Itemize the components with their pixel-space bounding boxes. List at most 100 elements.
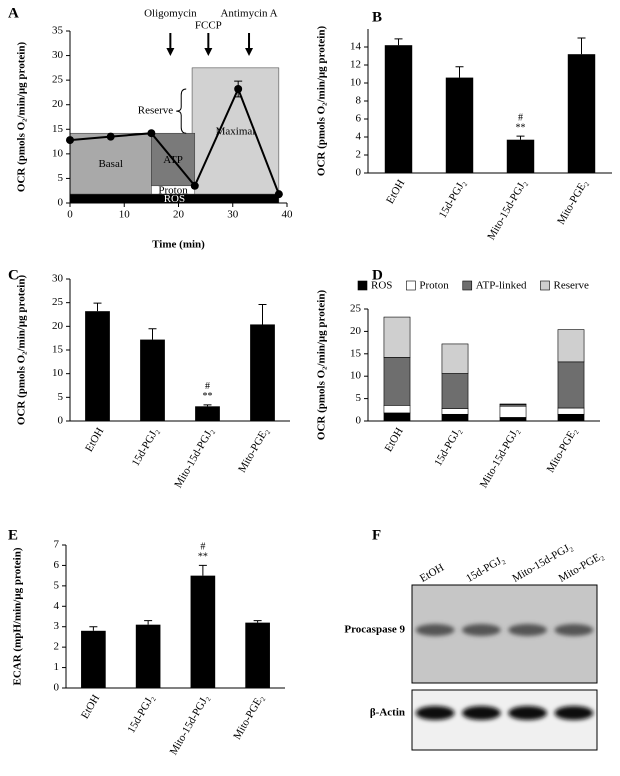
row-label: β-Actin (370, 707, 405, 719)
bar (85, 311, 110, 421)
significance-mark: ** (516, 122, 526, 133)
blot-band (461, 624, 501, 636)
y-tick-label: 10 (350, 77, 362, 89)
x-tick-label: Mito-PGE₂ (545, 426, 580, 475)
bar (567, 54, 596, 174)
arrow-head (204, 48, 213, 56)
region-label: Basal (98, 158, 122, 170)
bar-segment (441, 373, 469, 409)
y-axis-label: OCR (pmols O₂/min/μg protein) (316, 290, 328, 441)
blot-band (508, 706, 548, 720)
y-tick-label: 0 (58, 415, 64, 427)
arrow-head (245, 48, 254, 56)
y-tick-label: 25 (52, 296, 64, 308)
y-tick-label: 6 (54, 559, 60, 571)
y-tick-label: 25 (350, 303, 362, 315)
y-tick-label: 7 (54, 539, 60, 551)
injection-label: Oligomycin (144, 8, 197, 20)
error-bar (258, 304, 267, 325)
y-tick-label: 1 (54, 661, 60, 673)
x-tick-label: 0 (67, 209, 73, 221)
row-label: Procaspase 9 (344, 624, 405, 636)
significance-mark: ** (198, 552, 208, 563)
region-label: Maximal (216, 126, 256, 138)
bar-segment (557, 361, 585, 409)
panel-label: E (8, 527, 18, 543)
lane-label: 15d-PGJ₂ (464, 553, 507, 585)
x-tick-label: Mito-15d-PGJ₂ (172, 426, 216, 491)
blot-band (554, 624, 594, 636)
y-tick-label: 4 (356, 131, 362, 143)
panel-label: C (8, 267, 19, 283)
y-tick-label: 30 (52, 273, 64, 285)
bar (81, 630, 106, 688)
legend-label: Reserve (553, 280, 589, 292)
data-line (69, 86, 280, 195)
bar-segment (383, 412, 411, 422)
x-tick-label: EtOH (383, 426, 406, 454)
bar (384, 45, 413, 174)
blot-panel (411, 689, 598, 751)
y-tick-label: 2 (356, 149, 362, 161)
y-tick-label: 15 (52, 344, 64, 356)
x-tick-label: 15d-PGJ₂ (125, 693, 157, 736)
x-tick-label: 20 (173, 209, 185, 221)
panel-label: A (8, 5, 19, 21)
legend-swatch (406, 280, 416, 291)
y-tick-label: 5 (58, 172, 64, 184)
error-bar (93, 302, 102, 312)
y-tick-label: 0 (356, 415, 362, 427)
region-label: Proton (158, 185, 188, 197)
y-tick-label: 2 (54, 641, 60, 653)
legend-swatch (462, 280, 473, 291)
bar-segment (557, 329, 585, 363)
injection-label: Antimycin A (220, 8, 277, 20)
x-tick-label: EtOH (83, 426, 106, 454)
blot-band (415, 624, 455, 636)
y-tick-label: 6 (356, 113, 362, 125)
x-tick-label: EtOH (384, 178, 407, 206)
error-bar (203, 404, 212, 407)
y-axis-label: OCR (pmols O₂/min/μg protein) (16, 275, 28, 426)
data-point (234, 84, 243, 93)
y-tick-label: 15 (52, 123, 64, 135)
blot-band (461, 706, 501, 720)
blot-band (508, 624, 548, 636)
reserve-label: Reserve (138, 105, 174, 117)
x-tick-label: Mito-15d-PGJ₂ (478, 426, 522, 491)
lane-label: EtOH (418, 562, 446, 585)
injection-label: FCCP (195, 20, 222, 32)
legend-swatch (357, 280, 368, 291)
panel-label: F (372, 527, 381, 543)
region-label: ROS (164, 193, 185, 205)
bar (140, 339, 165, 421)
y-tick-label: 20 (52, 98, 64, 110)
error-bar (144, 620, 153, 625)
x-tick-label: EtOH (79, 693, 102, 721)
y-tick-label: 20 (52, 320, 64, 332)
x-tick-label: Mito-PGE₂ (236, 426, 271, 475)
arrow-head (166, 48, 175, 56)
data-point (106, 132, 115, 141)
bar (135, 624, 161, 688)
x-tick-label: 10 (119, 209, 131, 221)
y-tick-label: 12 (350, 59, 361, 71)
data-point (274, 190, 283, 199)
y-tick-label: 20 (350, 325, 362, 337)
error-bar (455, 66, 464, 78)
bar-segment (383, 357, 411, 406)
bar-segment (499, 417, 527, 422)
y-tick-label: 35 (52, 25, 64, 37)
bar (195, 406, 220, 421)
significance-mark: # (205, 381, 210, 392)
bar-segment (441, 413, 469, 422)
x-tick-label: 30 (227, 209, 239, 221)
error-bar (577, 37, 586, 55)
bar-segment (557, 407, 585, 415)
error-bar (89, 626, 98, 631)
y-tick-label: 5 (54, 579, 60, 591)
legend-label: ATP-linked (476, 280, 527, 292)
significance-mark: ** (203, 391, 213, 402)
